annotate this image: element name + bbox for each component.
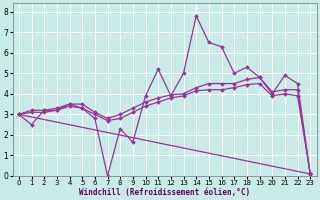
X-axis label: Windchill (Refroidissement éolien,°C): Windchill (Refroidissement éolien,°C) (79, 188, 250, 197)
